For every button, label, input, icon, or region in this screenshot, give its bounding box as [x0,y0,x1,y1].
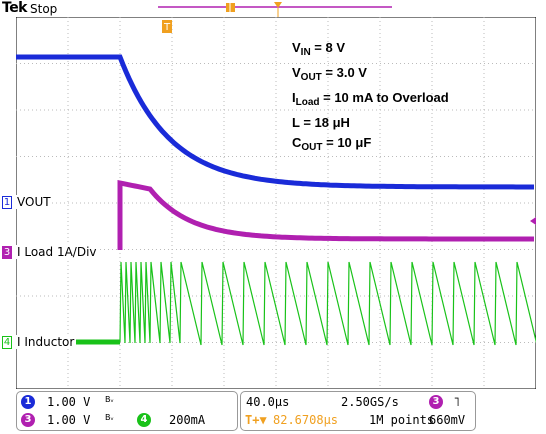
ch3-ground-marker[interactable]: 3 [2,246,12,259]
ch1-label: VOUT [16,195,52,209]
trigger-point-icon [274,2,282,8]
ch4-scale: 200mA [169,413,206,427]
trigger-t-marker[interactable] [162,20,172,33]
test-conditions: VIN = 8 V VOUT = 3.0 V ILoad = 10 mA to … [292,38,449,158]
ch1-badge: 1 [21,395,35,409]
trigger-level: 660mV [429,413,466,427]
trigger-slope-icon: ˥ [453,395,461,409]
record-overview [158,2,392,17]
cout-annotation: COUT = 10 μF [292,135,372,153]
vout-trace [16,54,534,190]
inductor-current-trace [119,261,536,346]
ch3-badge: 3 [21,413,35,427]
ch4-label: I Inductor [16,335,76,349]
ch3-label: I Load 1A/Div [16,245,98,259]
trigger-t-label: T [163,22,171,33]
acquisition-state: Stop [30,2,58,16]
vin-annotation: VIN = 8 V [292,40,345,58]
horizontal-trigger-panel[interactable]: 40.0µs 2.50GS/s 3 ˥ T+▼ 82.6708µs 1M poi… [240,391,476,431]
ch4-ground-marker[interactable]: 4 [2,336,12,349]
trigger-source-badge: 3 [429,395,443,409]
ch1-scale: 1.00 V [47,395,91,409]
iload-annotation: ILoad = 10 mA to Overload [292,90,449,108]
ch4-badge: 4 [137,413,151,427]
ch3-scale: 1.00 V [47,413,91,427]
inductance-annotation: L = 18 μH [292,115,350,130]
ch1-bw-limit: Bᵥ [105,395,114,404]
top-bar: Tek Stop [0,0,546,18]
vertical-settings-panel[interactable]: 1 1.00 V Bᵥ 3 1.00 V Bᵥ 4 200mA [16,391,238,431]
sample-rate: 2.50GS/s [341,395,399,409]
iload-trace [117,179,534,250]
timebase: 40.0µs [246,395,290,409]
waveform-display[interactable]: T [16,17,536,389]
trigger-position: 82.6708µs [273,413,339,427]
status-bar: 1 1.00 V Bᵥ 3 1.00 V Bᵥ 4 200mA 40.0µs 2… [0,389,546,434]
record-length: 1M points [369,413,435,427]
ch3-bw-limit: Bᵥ [105,413,114,422]
ch1-ground-marker[interactable]: 1 [2,196,12,209]
vout-annotation: VOUT = 3.0 V [292,65,367,83]
brand-logo: Tek [2,0,28,16]
trigger-position-icon: T+▼ [245,413,267,427]
trigger-level-marker[interactable] [530,217,536,225]
